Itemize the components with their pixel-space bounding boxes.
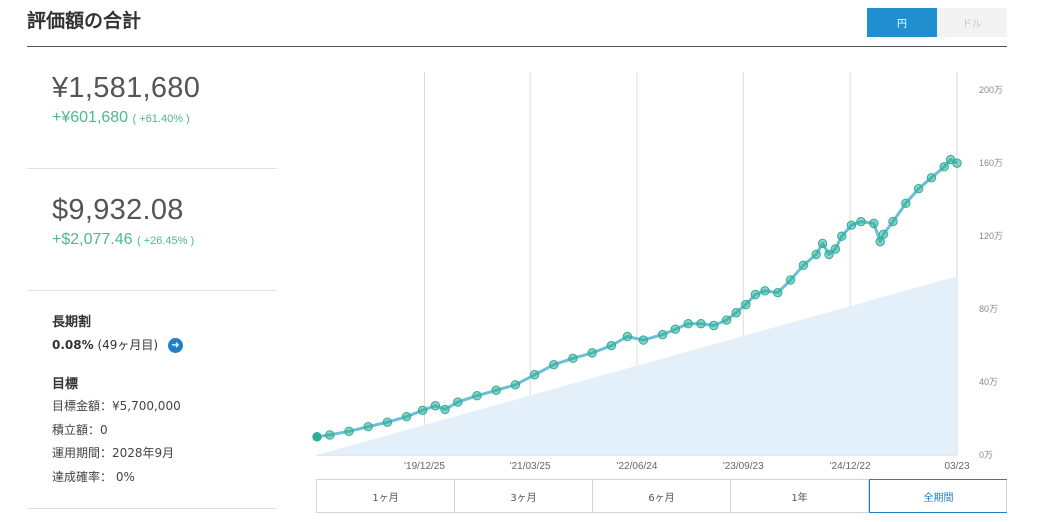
- goal-period: 運用期間：2028年9月: [52, 446, 175, 460]
- valuation-point: [939, 162, 949, 172]
- valuation-point: [811, 249, 821, 260]
- dollar-toggle-button[interactable]: ドル: [937, 8, 1007, 37]
- y-tick-label: 40万: [979, 377, 998, 387]
- goal-section: 目標 目標金額：¥5,700,000 積立額：0 運用期間：2028年9月 達成…: [27, 373, 277, 489]
- valuation-point: [750, 289, 761, 300]
- x-tick-label: '24/12/22: [830, 461, 871, 472]
- yen-gain-percent: ( +61.40% ): [132, 113, 190, 125]
- long-term-rate: 0.08%: [52, 338, 94, 352]
- valuation-point: [440, 404, 450, 415]
- valuation-point: [846, 220, 857, 230]
- valuation-point: [606, 340, 617, 351]
- start-point: [312, 432, 322, 442]
- long-term-section: 長期割 0.08% (49ヶ月目) ➜: [27, 311, 277, 353]
- section-divider: [27, 168, 277, 169]
- valuation-point: [696, 318, 706, 329]
- valuation-point: [529, 370, 540, 380]
- valuation-point: [856, 216, 866, 227]
- valuation-point: [510, 380, 521, 390]
- x-tick-label: '21/03/25: [510, 461, 551, 472]
- x-tick-label: 03/23: [944, 461, 969, 472]
- tab-1-month[interactable]: 1ヶ月: [317, 480, 455, 512]
- tab-3-months[interactable]: 3ヶ月: [455, 480, 593, 512]
- valuation-point: [741, 299, 751, 310]
- valuation-point: [670, 324, 681, 334]
- tab-all-period[interactable]: 全期間: [869, 479, 1007, 513]
- valuation-point: [721, 315, 732, 325]
- page-title: 評価額の合計: [27, 10, 142, 32]
- valuation-point: [417, 405, 428, 416]
- goal-contribution: 積立額：0: [52, 422, 108, 437]
- valuation-point: [760, 286, 770, 296]
- principal-area: [317, 276, 957, 455]
- x-tick-label: '23/09/23: [723, 461, 764, 472]
- valuation-point: [638, 335, 649, 345]
- valuation-point: [824, 249, 834, 260]
- valuation-point: [926, 173, 937, 183]
- valuation-point: [869, 218, 879, 229]
- valuation-point: [472, 391, 482, 401]
- goal-probability: 達成確率： 0%: [52, 469, 135, 484]
- valuation-point: [657, 329, 668, 340]
- valuation-point: [430, 401, 441, 411]
- valuation-point: [587, 348, 597, 358]
- yen-total-value: ¥1,581,680: [52, 72, 201, 104]
- goal-label: 目標: [52, 377, 79, 392]
- long-term-info: 0.08% (49ヶ月目) ➜: [52, 336, 277, 353]
- usd-gain-amount: +$2,077.46: [52, 231, 133, 248]
- valuation-point: [344, 426, 354, 436]
- valuation-point: [491, 385, 501, 395]
- y-tick-label: 120万: [979, 231, 1003, 241]
- valuation-point: [731, 308, 741, 318]
- y-tick-label: 80万: [979, 304, 998, 314]
- title-divider: [27, 46, 1007, 47]
- tab-1-year[interactable]: 1年: [731, 480, 869, 512]
- valuation-point: [901, 198, 911, 209]
- long-term-months: (49ヶ月目): [97, 338, 159, 352]
- arrow-right-icon[interactable]: ➜: [167, 338, 183, 353]
- valuation-point: [382, 417, 393, 427]
- valuation-point: [817, 238, 828, 249]
- usd-total-section: $9,932.08 +$2,077.46 ( +26.45% ): [27, 194, 277, 249]
- section-divider: [27, 508, 277, 509]
- valuation-point: [773, 287, 783, 298]
- yen-toggle-button[interactable]: 円: [867, 8, 937, 37]
- x-tick-label: '22/06/24: [617, 461, 658, 472]
- valuation-point: [837, 231, 847, 241]
- y-tick-label: 0万: [979, 450, 993, 460]
- valuation-point: [622, 331, 633, 342]
- valuation-point: [549, 360, 559, 370]
- valuation-point: [363, 422, 373, 432]
- valuation-point: [952, 158, 962, 168]
- valuation-point: [683, 318, 693, 329]
- valuation-point: [453, 397, 463, 407]
- valuation-point: [878, 229, 889, 240]
- usd-gain: +$2,077.46 ( +26.45% ): [52, 231, 277, 249]
- valuation-point: [785, 275, 796, 285]
- valuation-point: [568, 353, 578, 364]
- goal-target-amount: 目標金額：¥5,700,000: [52, 399, 181, 413]
- yen-gain: +¥601,680 ( +61.40% ): [52, 109, 277, 127]
- valuation-point: [401, 412, 412, 422]
- valuation-point: [913, 184, 924, 194]
- valuation-point: [830, 244, 841, 254]
- usd-total-value: $9,932.08: [52, 194, 184, 226]
- long-term-label: 長期割: [52, 315, 92, 330]
- x-tick-label: '19/12/25: [404, 461, 445, 472]
- valuation-chart: 0万 40万 80万 120万 160万 200万 '19/12/25 '21/03/25 '2…: [312, 72, 1003, 472]
- y-tick-label: 160万: [979, 158, 1003, 168]
- range-tabs: 1ヶ月 3ヶ月 6ヶ月 1年 全期間: [316, 479, 1007, 513]
- y-tick-label: 200万: [979, 85, 1003, 95]
- yen-total-section: ¥1,581,680 +¥601,680 ( +61.40% ): [27, 72, 277, 127]
- valuation-point: [325, 430, 335, 440]
- tab-6-months[interactable]: 6ヶ月: [593, 480, 731, 512]
- valuation-point: [709, 320, 719, 331]
- yen-gain-amount: +¥601,680: [52, 109, 129, 126]
- usd-gain-percent: ( +26.45% ): [136, 235, 195, 247]
- section-divider: [27, 290, 277, 291]
- valuation-point: [888, 216, 898, 227]
- currency-toggle: 円 ドル: [867, 8, 1007, 37]
- valuation-point: [798, 260, 809, 271]
